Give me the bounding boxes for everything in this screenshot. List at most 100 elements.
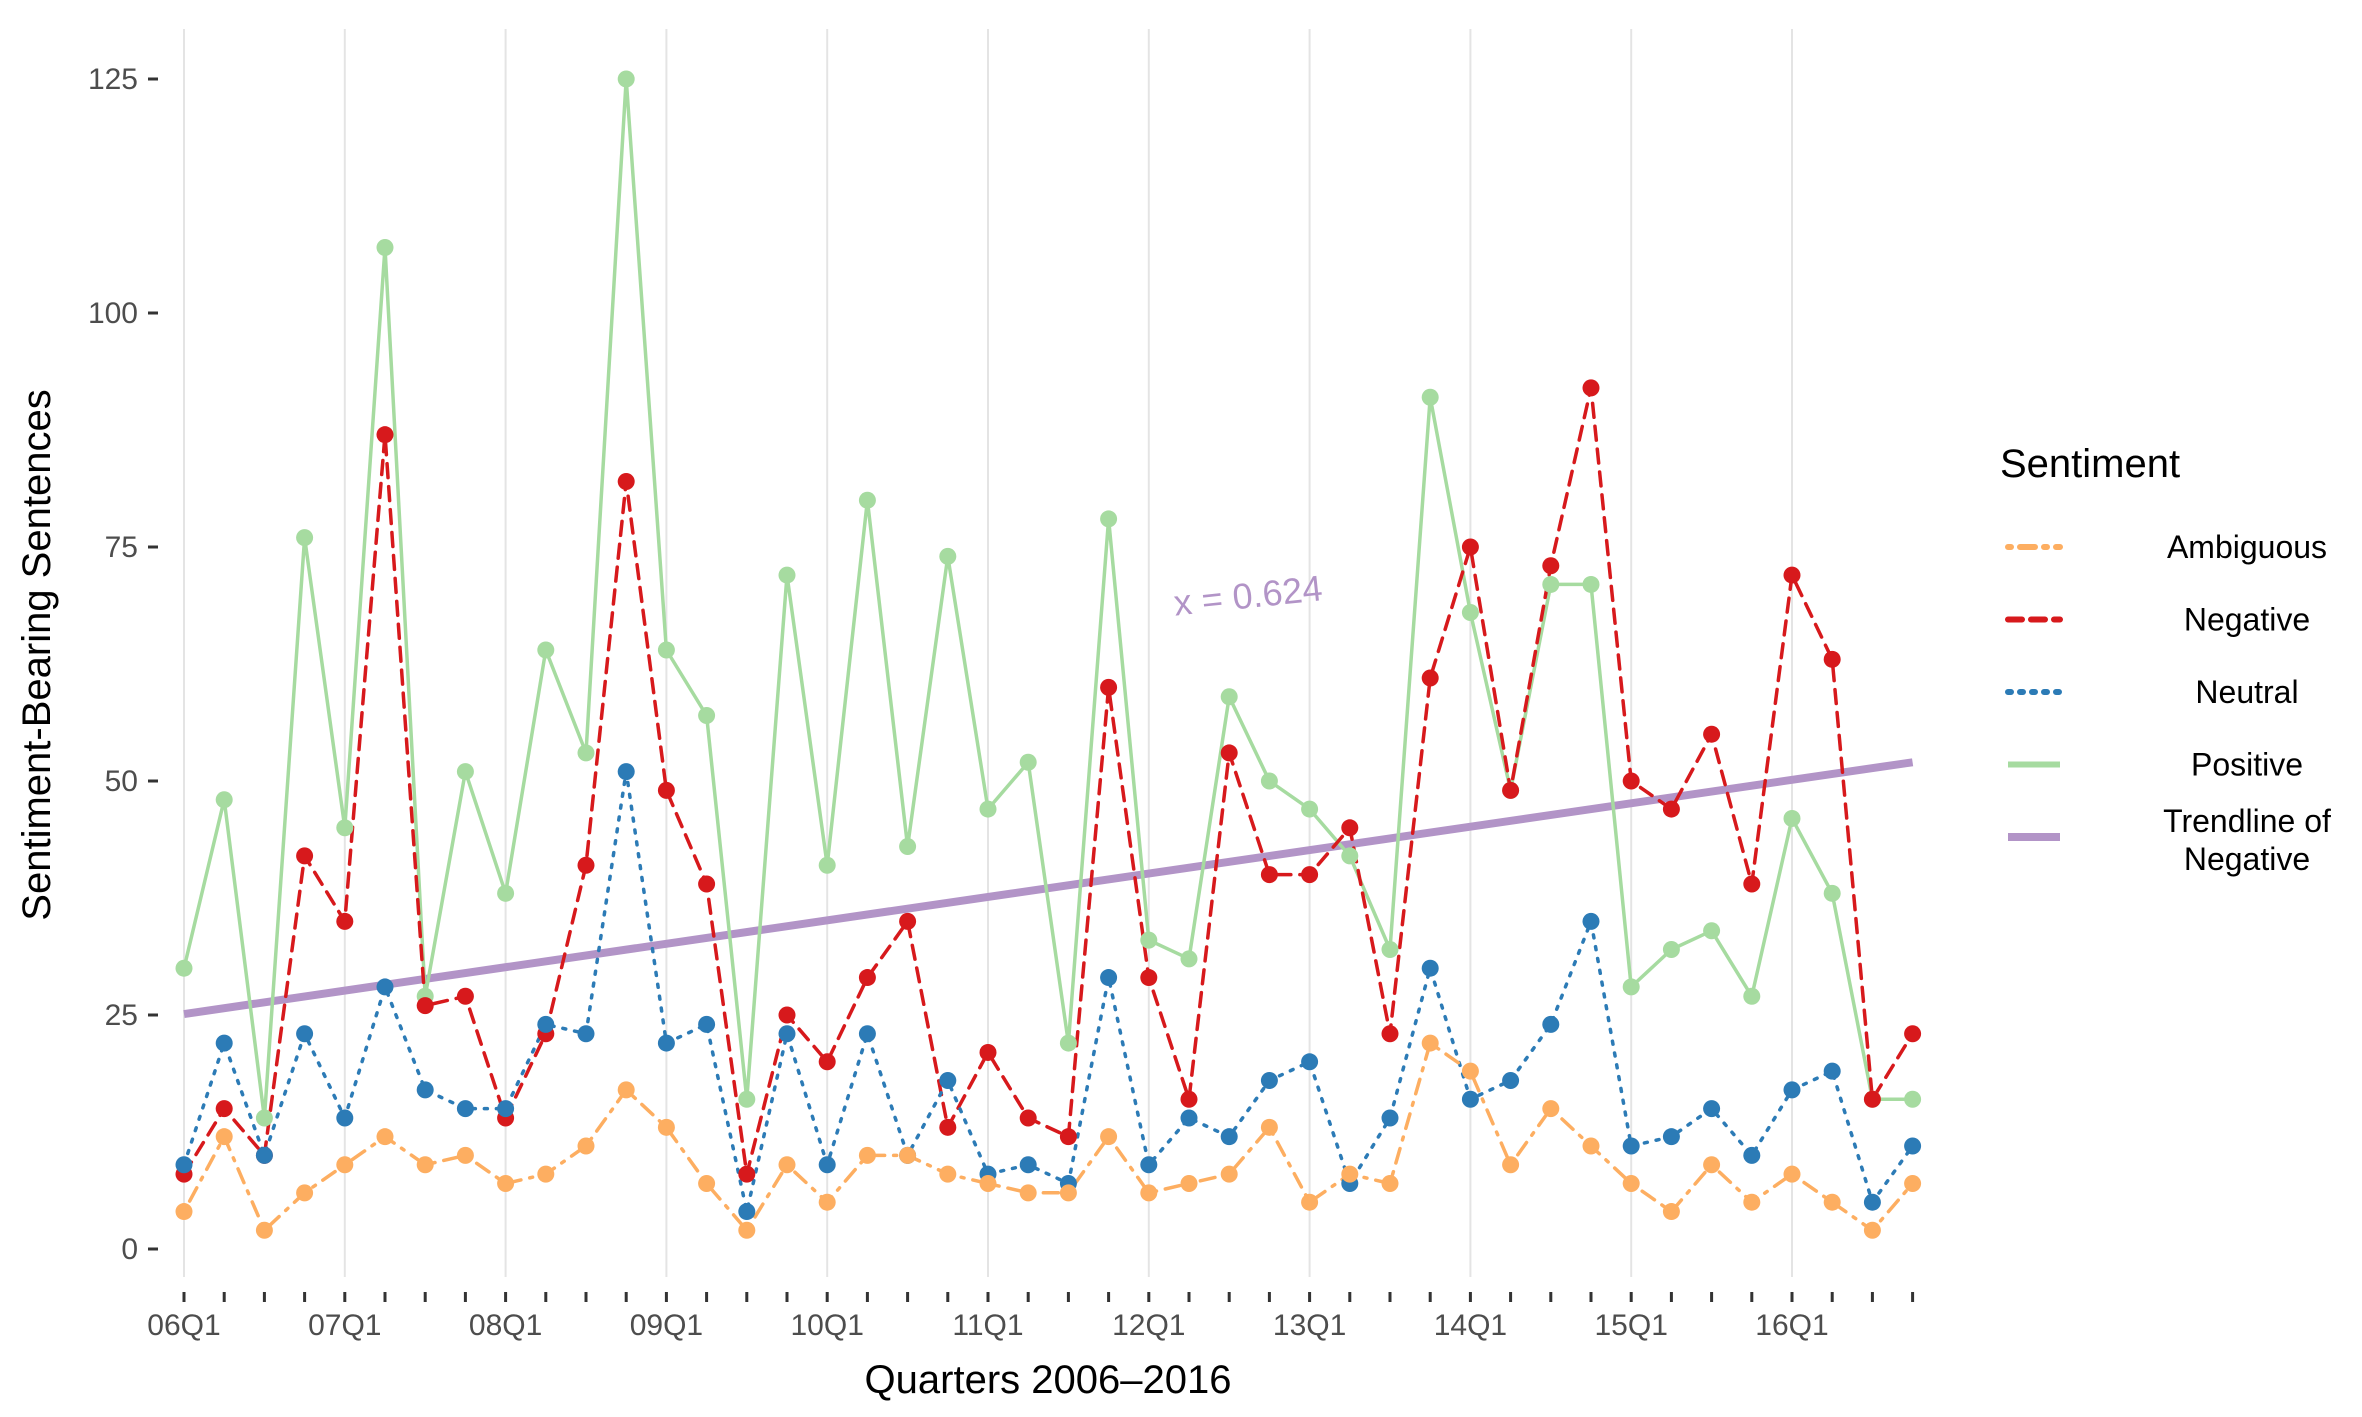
x-tick-label: 07Q1: [308, 1309, 381, 1342]
data-point-negative: [899, 912, 917, 930]
data-point-neutral: [456, 1100, 474, 1118]
data-point-ambiguous: [1863, 1221, 1881, 1239]
data-point-neutral: [1542, 1015, 1560, 1033]
data-point-ambiguous: [1019, 1184, 1037, 1202]
data-point-positive: [497, 884, 515, 902]
data-point-negative: [1140, 969, 1158, 987]
x-tick-label: 13Q1: [1273, 1309, 1346, 1342]
legend-label-positive: Positive: [2191, 747, 2303, 783]
data-point-negative: [1863, 1090, 1881, 1108]
data-point-positive: [1341, 847, 1359, 865]
data-point-ambiguous: [537, 1165, 555, 1183]
x-tick-label: 15Q1: [1595, 1309, 1668, 1342]
data-point-ambiguous: [497, 1174, 515, 1192]
data-point-negative: [1059, 1128, 1077, 1146]
data-point-ambiguous: [416, 1156, 434, 1174]
data-point-negative: [939, 1118, 957, 1136]
data-point-ambiguous: [657, 1118, 675, 1136]
data-point-positive: [1703, 922, 1721, 940]
data-point-neutral: [818, 1156, 836, 1174]
data-point-neutral: [1823, 1062, 1841, 1080]
data-point-ambiguous: [939, 1165, 957, 1183]
data-point-ambiguous: [336, 1156, 354, 1174]
data-point-ambiguous: [1180, 1174, 1198, 1192]
y-tick-label: 75: [105, 531, 138, 564]
y-tick-label: 25: [105, 999, 138, 1032]
x-axis: 06Q1 07Q1 08Q1 09Q1 10Q1 11Q1 12Q1 13Q1 14Q1 15Q1…: [147, 1292, 1915, 1342]
data-point-ambiguous: [979, 1174, 997, 1192]
series-line-ambiguous: [182, 1041, 1915, 1233]
series-line-negative: [182, 386, 1915, 1176]
data-point-positive: [1743, 987, 1761, 1005]
data-point-negative: [698, 875, 716, 893]
legend-label-negative: Negative: [2184, 602, 2310, 638]
data-point-positive: [1904, 1090, 1922, 1108]
data-point-positive: [296, 529, 314, 547]
data-point-ambiguous: [698, 1174, 716, 1192]
data-point-positive: [1180, 950, 1198, 968]
data-point-negative: [1100, 678, 1118, 696]
data-point-neutral: [1301, 1053, 1319, 1071]
data-point-positive: [255, 1109, 273, 1127]
data-point-negative: [1180, 1090, 1198, 1108]
data-point-ambiguous: [456, 1146, 474, 1164]
y-tick-label: 50: [105, 765, 138, 798]
x-tick-label: 09Q1: [630, 1309, 703, 1342]
data-point-negative: [1301, 866, 1319, 884]
data-point-positive: [738, 1090, 756, 1108]
x-tick-label: 12Q1: [1112, 1309, 1185, 1342]
data-point-neutral: [1180, 1109, 1198, 1127]
data-point-positive: [1783, 809, 1801, 827]
data-point-positive: [1582, 575, 1600, 593]
data-point-neutral: [1582, 912, 1600, 930]
data-point-ambiguous: [376, 1128, 394, 1146]
vertical-gridlines: [183, 29, 1793, 1277]
trendline-negative: [183, 758, 1914, 1019]
data-point-ambiguous: [215, 1128, 233, 1146]
data-point-neutral: [778, 1025, 796, 1043]
data-point-ambiguous: [1823, 1193, 1841, 1211]
data-point-neutral: [1220, 1128, 1238, 1146]
legend-label-trendline-of-negative: Trendline of Negative: [2163, 803, 2331, 877]
data-point-positive: [456, 763, 474, 781]
data-point-neutral: [1019, 1156, 1037, 1174]
data-point-positive: [215, 791, 233, 809]
data-point-neutral: [1703, 1100, 1721, 1118]
data-point-neutral: [336, 1109, 354, 1127]
data-point-ambiguous: [1662, 1203, 1680, 1221]
x-tick-label: 06Q1: [147, 1309, 220, 1342]
data-point-negative: [1823, 650, 1841, 668]
data-point-negative: [1260, 866, 1278, 884]
data-point-positive: [778, 566, 796, 584]
data-point-neutral: [1381, 1109, 1399, 1127]
data-point-positive: [376, 238, 394, 256]
data-point-ambiguous: [1341, 1165, 1359, 1183]
data-point-ambiguous: [296, 1184, 314, 1202]
data-point-ambiguous: [1100, 1128, 1118, 1146]
data-point-positive: [1220, 688, 1238, 706]
data-point-ambiguous: [255, 1221, 273, 1239]
data-point-ambiguous: [1461, 1062, 1479, 1080]
data-point-ambiguous: [1582, 1137, 1600, 1155]
y-axis-title: Sentiment-Bearing Sentences: [15, 389, 59, 920]
data-point-negative: [577, 856, 595, 874]
data-point-negative: [1019, 1109, 1037, 1127]
data-point-neutral: [617, 763, 635, 781]
data-point-neutral: [1421, 959, 1439, 977]
data-point-neutral: [1743, 1146, 1761, 1164]
data-point-ambiguous: [899, 1146, 917, 1164]
data-point-negative: [376, 426, 394, 444]
data-point-positive: [175, 959, 193, 977]
data-point-neutral: [1140, 1156, 1158, 1174]
data-point-negative: [1542, 557, 1560, 575]
data-point-positive: [617, 70, 635, 88]
data-point-neutral: [416, 1081, 434, 1099]
data-point-neutral: [1260, 1072, 1278, 1090]
data-point-neutral: [255, 1146, 273, 1164]
data-point-positive: [577, 744, 595, 762]
data-point-ambiguous: [1904, 1174, 1922, 1192]
data-point-neutral: [939, 1072, 957, 1090]
data-point-negative: [979, 1043, 997, 1061]
data-point-neutral: [577, 1025, 595, 1043]
data-point-ambiguous: [1381, 1174, 1399, 1192]
